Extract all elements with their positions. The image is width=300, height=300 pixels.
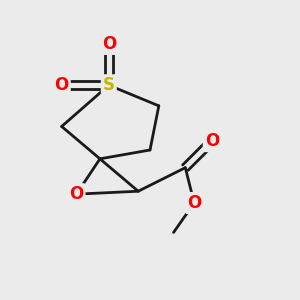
Text: O: O [205, 132, 219, 150]
Text: O: O [102, 35, 116, 53]
Text: O: O [55, 76, 69, 94]
Text: O: O [187, 194, 201, 212]
Text: O: O [69, 185, 83, 203]
Text: S: S [103, 76, 115, 94]
